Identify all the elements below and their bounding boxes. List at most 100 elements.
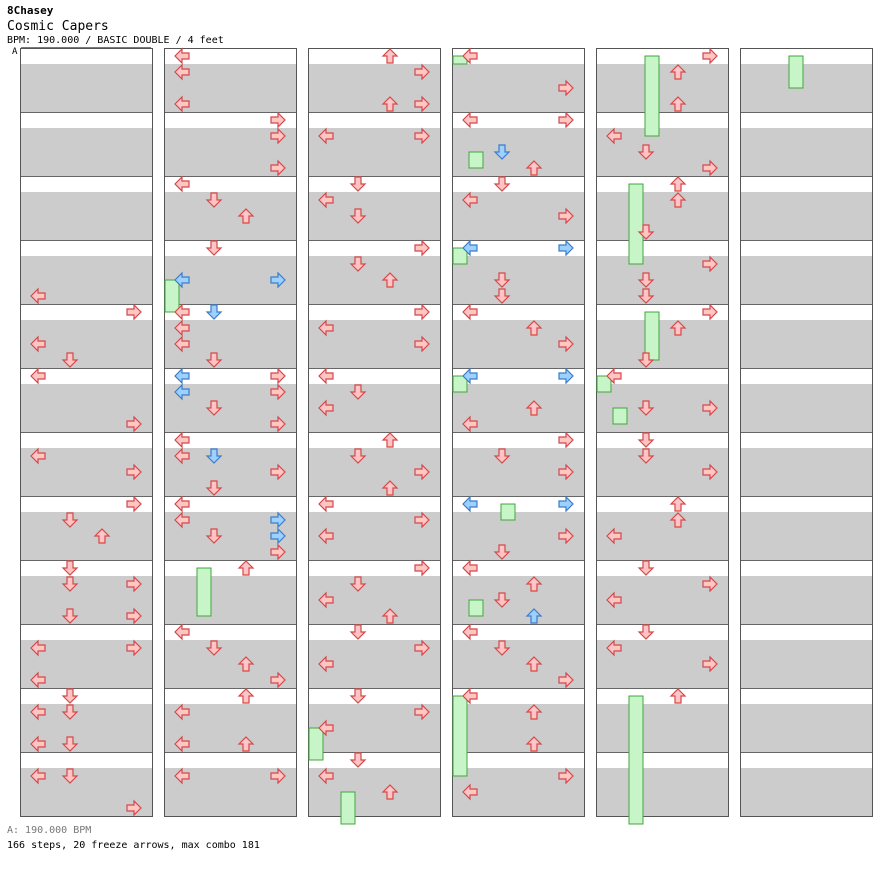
- row-stripe: [20, 800, 152, 816]
- step-arrow: [637, 400, 655, 416]
- row-stripe: [20, 640, 152, 656]
- row-stripe: [308, 448, 440, 464]
- row-stripe: [740, 560, 872, 576]
- row-stripe: [164, 208, 296, 224]
- freeze-arrow-body: [596, 375, 612, 393]
- row-stripe: [740, 704, 872, 720]
- row-stripe: [20, 80, 152, 96]
- step-arrow: [318, 319, 334, 337]
- step-arrow: [126, 463, 142, 481]
- row-stripe: [452, 768, 584, 784]
- step-arrow: [669, 192, 687, 208]
- row-stripe: [20, 256, 152, 272]
- step-arrow: [349, 176, 367, 192]
- row-stripe: [164, 304, 296, 320]
- row-stripe: [164, 640, 296, 656]
- row-stripe: [164, 624, 296, 640]
- chart-column: [20, 48, 153, 817]
- row-stripe: [740, 240, 872, 256]
- row-stripe: [740, 432, 872, 448]
- row-stripe: [740, 480, 872, 496]
- step-arrow: [462, 47, 478, 65]
- step-arrow: [525, 656, 543, 672]
- step-arrow: [558, 335, 574, 353]
- row-stripe: [740, 208, 872, 224]
- step-arrow: [93, 528, 111, 544]
- row-stripe: [164, 64, 296, 80]
- row-stripe: [596, 768, 728, 784]
- song-title: Cosmic Capers: [7, 19, 109, 34]
- row-stripe: [452, 240, 584, 256]
- row-stripe: [452, 336, 584, 352]
- step-arrow: [669, 496, 687, 512]
- row-stripe: [308, 176, 440, 192]
- step-arrow: [30, 639, 46, 657]
- row-stripe: [308, 240, 440, 256]
- step-arrow: [525, 576, 543, 592]
- row-stripe: [164, 112, 296, 128]
- step-arrow: [558, 367, 574, 385]
- row-stripe: [20, 192, 152, 208]
- column-border: [452, 48, 585, 817]
- row-stripe: [20, 448, 152, 464]
- step-arrow: [493, 144, 511, 160]
- row-stripe: [308, 528, 440, 544]
- step-arrow: [174, 431, 190, 449]
- row-stripe: [452, 224, 584, 240]
- step-arrow: [270, 527, 286, 545]
- row-stripe: [740, 64, 872, 80]
- row-stripe: [740, 544, 872, 560]
- row-stripe: [452, 416, 584, 432]
- step-arrow: [462, 111, 478, 129]
- row-stripe: [20, 544, 152, 560]
- row-stripe: [596, 752, 728, 768]
- row-stripe: [20, 160, 152, 176]
- row-stripe: [164, 576, 296, 592]
- row-stripe: [164, 560, 296, 576]
- step-arrow: [669, 176, 687, 192]
- row-stripe: [164, 288, 296, 304]
- row-stripe: [20, 704, 152, 720]
- row-stripe: [740, 336, 872, 352]
- row-stripe: [164, 352, 296, 368]
- row-stripe: [740, 128, 872, 144]
- row-stripe: [740, 496, 872, 512]
- step-arrow: [381, 432, 399, 448]
- row-stripe: [308, 64, 440, 80]
- step-arrow: [462, 495, 478, 513]
- step-arrow: [318, 367, 334, 385]
- step-arrow: [462, 559, 478, 577]
- row-stripe: [596, 320, 728, 336]
- row-stripe: [452, 352, 584, 368]
- row-stripe: [20, 224, 152, 240]
- step-arrow: [558, 431, 574, 449]
- freeze-arrow-body: [340, 791, 356, 825]
- row-stripe: [20, 176, 152, 192]
- freeze-arrow-body: [452, 375, 468, 393]
- row-stripe: [740, 800, 872, 816]
- row-stripe: [164, 688, 296, 704]
- step-arrow: [205, 640, 223, 656]
- row-stripe: [20, 576, 152, 592]
- row-stripe: [308, 272, 440, 288]
- row-stripe: [596, 576, 728, 592]
- row-stripe: [596, 704, 728, 720]
- row-stripe: [452, 128, 584, 144]
- row-stripe: [20, 656, 152, 672]
- row-stripe: [308, 368, 440, 384]
- row-stripe: [740, 272, 872, 288]
- row-stripe: [20, 688, 152, 704]
- row-stripe: [164, 256, 296, 272]
- row-stripe: [308, 576, 440, 592]
- row-stripe: [164, 544, 296, 560]
- row-stripe: [308, 592, 440, 608]
- row-stripe: [308, 672, 440, 688]
- freeze-arrow-body: [308, 727, 324, 761]
- footer-stats: 166 steps, 20 freeze arrows, max combo 1…: [7, 840, 260, 851]
- row-stripe: [740, 512, 872, 528]
- step-arrow: [414, 303, 430, 321]
- step-arrow: [61, 560, 79, 576]
- row-stripe: [164, 528, 296, 544]
- step-arrow: [414, 639, 430, 657]
- row-stripe: [164, 464, 296, 480]
